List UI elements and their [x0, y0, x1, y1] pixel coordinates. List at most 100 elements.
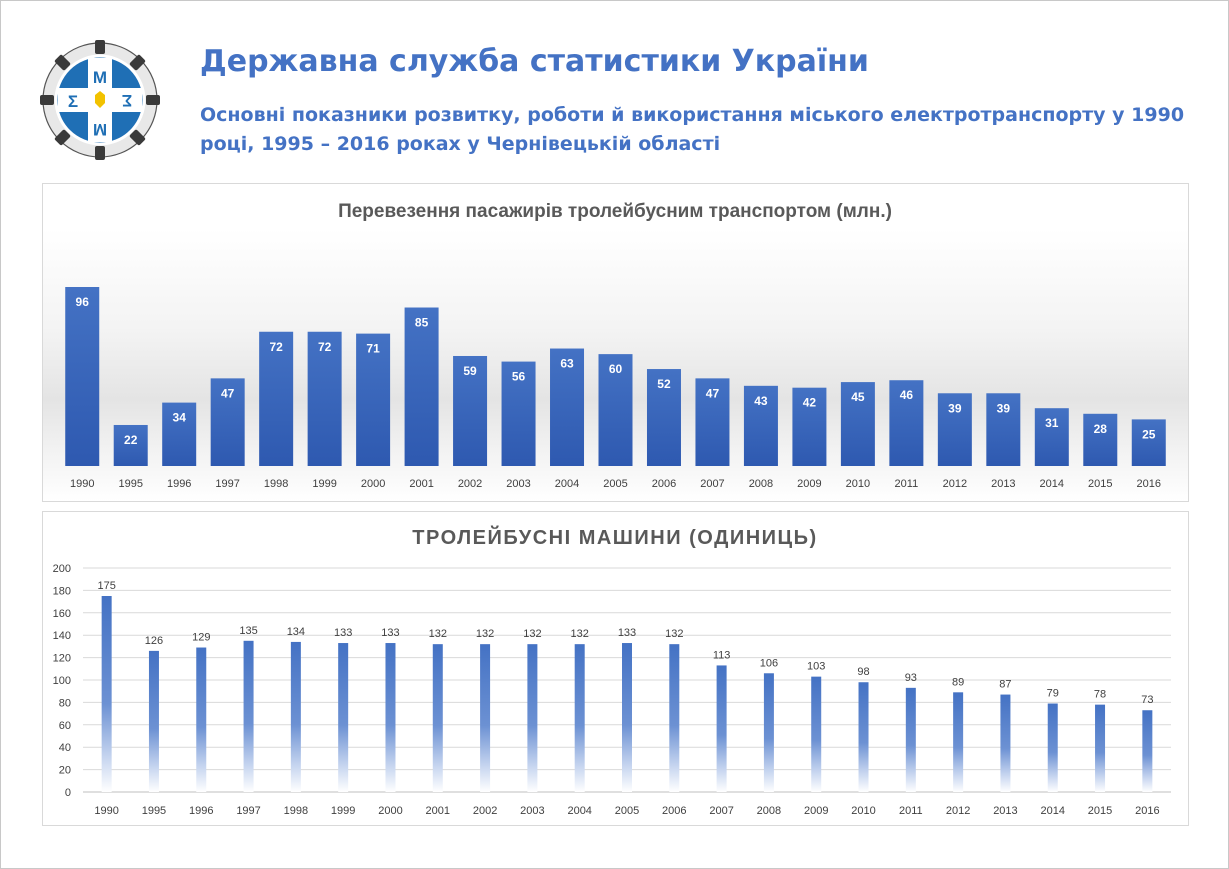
trolleybus-x-tick: 2011 [899, 805, 923, 817]
passengers-bar [792, 387, 827, 466]
passengers-x-tick: 2002 [458, 478, 482, 490]
passengers-chart: Перевезення пасажирів тролейбусним транс… [65, 201, 1166, 490]
passengers-data-label: 31 [1045, 416, 1059, 430]
trolleybus-data-label: 93 [905, 672, 917, 684]
passengers-x-tick: 2005 [603, 478, 627, 490]
passengers-data-label: 25 [1142, 427, 1156, 441]
trolleybus-y-tick: 100 [53, 675, 71, 687]
trolleybus-bar [527, 644, 538, 792]
trolleybus-y-tick: 20 [59, 765, 71, 777]
trolleybus-bar [101, 596, 112, 792]
trolleybus-x-tick: 2015 [1088, 805, 1112, 817]
trolleybus-bar [669, 644, 680, 792]
trolleybus-data-label: 103 [807, 661, 825, 673]
passengers-bar [210, 378, 245, 466]
passengers-data-label: 85 [415, 316, 429, 330]
trolleybus-x-tick: 2005 [615, 805, 639, 817]
trolleybus-data-label: 132 [429, 628, 447, 640]
passengers-data-label: 60 [609, 362, 623, 376]
passengers-data-label: 63 [560, 357, 574, 371]
passengers-x-tick: 2014 [1040, 478, 1064, 490]
passengers-data-label: 96 [76, 295, 90, 309]
trolleybus-y-tick: 0 [65, 787, 71, 799]
trolleybus-x-tick: 2012 [946, 805, 970, 817]
passengers-x-tick: 2011 [895, 478, 919, 490]
passengers-data-label: 59 [463, 364, 477, 378]
passengers-bar [937, 393, 972, 466]
passengers-x-tick: 2008 [749, 478, 773, 490]
svg-text:Σ: Σ [122, 91, 132, 110]
trolleybus-bar [385, 643, 396, 792]
trolleybus-x-tick: 1990 [94, 805, 118, 817]
trolleybus-data-label: 134 [287, 626, 305, 638]
trolleybus-y-tick: 180 [53, 585, 71, 597]
passengers-data-label: 72 [269, 340, 283, 354]
trolleybus-data-label: 78 [1094, 689, 1106, 701]
trolleybus-data-label: 133 [334, 627, 352, 639]
trolleybus-x-tick: 2002 [473, 805, 497, 817]
trolleybus-bar [1095, 704, 1106, 792]
trolleybus-data-label: 132 [571, 628, 589, 640]
trolleybus-bar [1047, 703, 1058, 792]
passengers-x-tick: 2004 [555, 478, 579, 490]
trolleybus-data-label: 133 [381, 627, 399, 639]
passengers-bar [1131, 419, 1166, 466]
passengers-bar [889, 380, 924, 466]
trolleybus-bar [1142, 710, 1153, 792]
trolleybus-x-tick: 1998 [284, 805, 308, 817]
trolleybus-x-tick: 2006 [662, 805, 686, 817]
ukrstat-logo: M M Σ Σ [40, 40, 160, 160]
passengers-x-tick: 2001 [409, 478, 433, 490]
passengers-x-tick: 2006 [652, 478, 676, 490]
svg-text:M: M [93, 120, 107, 139]
passengers-data-label: 39 [948, 401, 962, 415]
passengers-x-tick: 1999 [312, 478, 336, 490]
trolleybus-y-tick: 40 [59, 742, 71, 754]
passengers-x-tick: 2000 [361, 478, 385, 490]
trolleybus-y-tick: 160 [53, 608, 71, 620]
passengers-x-tick: 1998 [264, 478, 288, 490]
passengers-data-label: 71 [366, 342, 380, 356]
trolleybus-data-label: 133 [618, 627, 636, 639]
passengers-bar [646, 369, 681, 466]
passengers-bar [307, 331, 342, 466]
trolleybus-data-label: 129 [192, 632, 210, 644]
trolleybus-x-tick: 2010 [851, 805, 875, 817]
passengers-data-label: 45 [851, 390, 865, 404]
trolleybus-bar [763, 673, 774, 792]
passengers-bar [501, 361, 536, 466]
passengers-bar [743, 385, 778, 466]
trolleybus-data-label: 126 [145, 635, 163, 647]
trolleybus-x-tick: 2013 [993, 805, 1017, 817]
passengers-data-label: 47 [221, 386, 235, 400]
trolleybus-data-label: 87 [999, 679, 1011, 691]
trolleybus-bar [716, 665, 727, 792]
trolleybus-x-tick: 1995 [142, 805, 166, 817]
trolleybus-data-label: 79 [1047, 688, 1059, 700]
trolleybus-data-label: 175 [97, 580, 115, 592]
passengers-bar [695, 378, 730, 466]
trolleybus-y-tick: 60 [59, 720, 71, 732]
trolleybus-bar [953, 692, 964, 792]
passengers-x-tick: 2015 [1088, 478, 1112, 490]
passengers-x-tick: 1997 [215, 478, 239, 490]
passengers-bar [259, 331, 294, 466]
trolleybus-bar [1000, 694, 1011, 792]
trolleybus-count-chart: ТРОЛЕЙБУСНІ МАШИНИ (ОДИНИЦЬ) 0 20 40 60 80 10… [53, 525, 1171, 817]
trolleybus-x-tick: 2004 [567, 805, 591, 817]
passengers-bar [986, 393, 1021, 466]
passengers-data-label: 72 [318, 340, 332, 354]
passengers-bar [840, 382, 875, 466]
passengers-x-tick: 1995 [118, 478, 142, 490]
passengers-bar [453, 355, 488, 466]
passengers-data-label: 56 [512, 370, 526, 384]
passengers-data-label: 22 [124, 433, 138, 447]
trolleybus-bar [196, 647, 207, 792]
trolleybus-data-label: 89 [952, 676, 964, 688]
trolleybus-bar [243, 640, 254, 792]
svg-text:Σ: Σ [68, 92, 78, 111]
passengers-x-tick: 2010 [846, 478, 870, 490]
trolleybus-data-label: 132 [665, 628, 683, 640]
trolleybus-bar [858, 682, 869, 792]
trolleybus-x-tick: 1999 [331, 805, 355, 817]
